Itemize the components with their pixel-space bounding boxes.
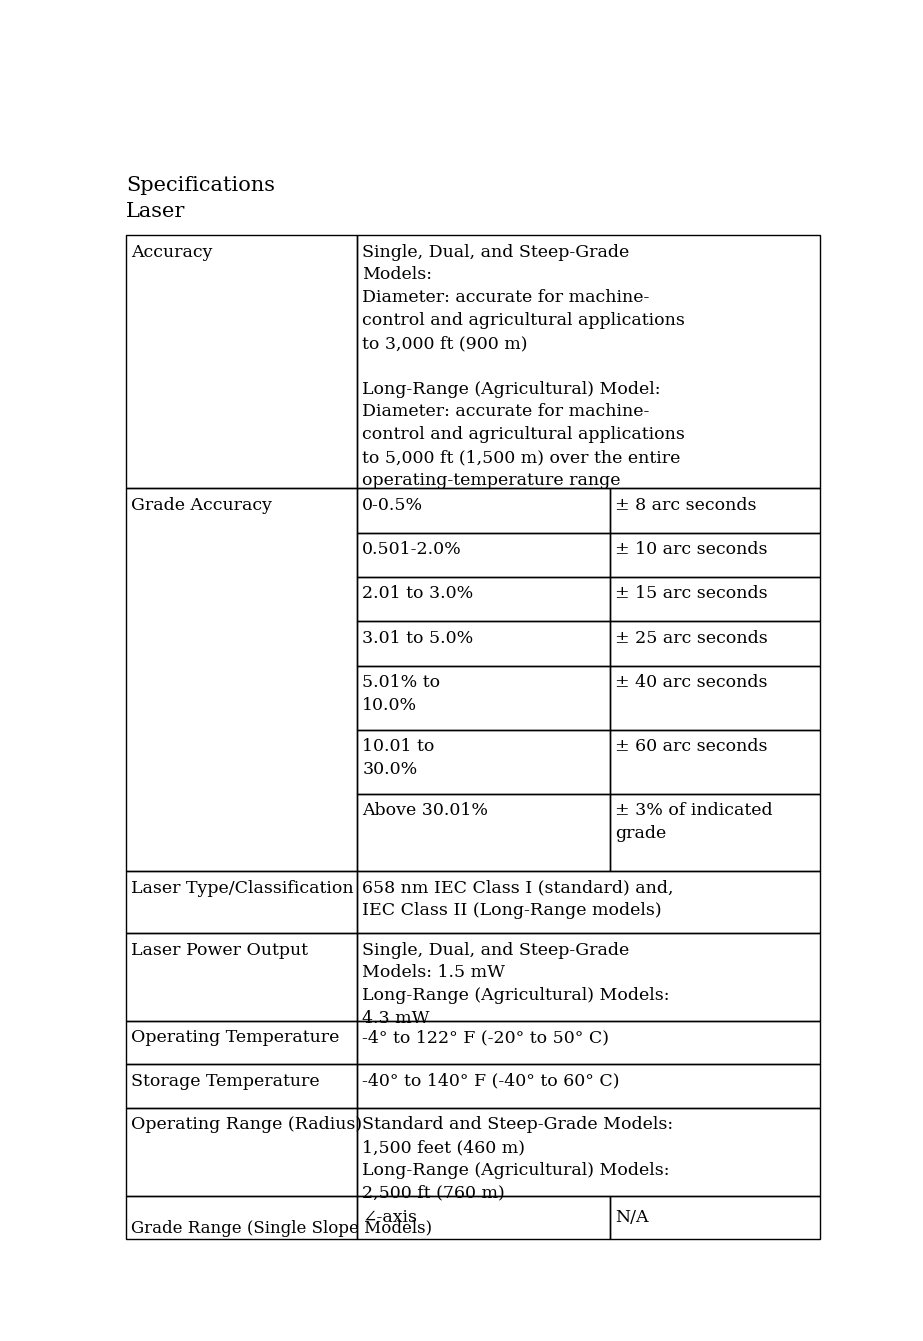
Bar	[126, 1021, 357, 1065]
Bar	[357, 1021, 820, 1065]
Bar	[357, 577, 610, 621]
Text: ± 10 arc seconds: ± 10 arc seconds	[616, 540, 768, 558]
Text: 0-0.5%: 0-0.5%	[362, 496, 424, 514]
Text: 3.01 to 5.0%: 3.01 to 5.0%	[362, 630, 473, 646]
Text: Standard and Steep-Grade Models:
1,500 feet (460 m)
Long-Range (Agricultural) Mo: Standard and Steep-Grade Models: 1,500 f…	[362, 1116, 673, 1202]
Text: Laser: Laser	[126, 202, 186, 221]
Bar	[357, 621, 610, 666]
Bar	[357, 666, 610, 730]
Bar	[357, 1108, 820, 1196]
Bar	[357, 1065, 820, 1108]
Bar	[357, 1196, 610, 1239]
Text: -40° to 140° F (-40° to 60° C): -40° to 140° F (-40° to 60° C)	[362, 1073, 619, 1090]
Bar	[357, 488, 610, 532]
Text: ± 15 arc seconds: ± 15 arc seconds	[616, 585, 768, 602]
Bar	[126, 1065, 357, 1108]
Bar	[126, 235, 357, 488]
Bar	[126, 1196, 357, 1239]
Bar	[610, 730, 820, 794]
Text: ± 8 arc seconds: ± 8 arc seconds	[616, 496, 757, 514]
Text: Operating Range (Radius): Operating Range (Radius)	[131, 1116, 362, 1133]
Bar	[357, 730, 610, 794]
Text: Single, Dual, and Steep-Grade
Models:
Diameter: accurate for machine-
control an: Single, Dual, and Steep-Grade Models: Di…	[362, 244, 685, 489]
Bar	[610, 794, 820, 872]
Text: Specifications: Specifications	[126, 177, 275, 196]
Bar	[357, 794, 610, 872]
Text: ± 25 arc seconds: ± 25 arc seconds	[616, 630, 768, 646]
Bar	[357, 532, 610, 577]
Bar	[126, 488, 357, 872]
Bar	[610, 577, 820, 621]
Text: ∠-axis: ∠-axis	[362, 1208, 417, 1226]
Text: 2.01 to 3.0%: 2.01 to 3.0%	[362, 585, 473, 602]
Bar	[126, 872, 357, 933]
Text: 5.01% to
10.0%: 5.01% to 10.0%	[362, 675, 440, 713]
Text: 0.501-2.0%: 0.501-2.0%	[362, 540, 462, 558]
Text: 10.01 to
30.0%: 10.01 to 30.0%	[362, 738, 435, 778]
Bar	[126, 933, 357, 1021]
Bar	[357, 235, 820, 488]
Text: 658 nm IEC Class I (standard) and,
IEC Class II (Long-Range models): 658 nm IEC Class I (standard) and, IEC C…	[362, 880, 674, 920]
Text: ± 60 arc seconds: ± 60 arc seconds	[616, 738, 768, 755]
Text: Storage Temperature: Storage Temperature	[131, 1073, 319, 1090]
Bar	[357, 933, 820, 1021]
Text: N/A: N/A	[616, 1208, 649, 1226]
Bar	[126, 1108, 357, 1196]
Text: Grade Accuracy: Grade Accuracy	[131, 496, 272, 514]
Text: -4° to 122° F (-20° to 50° C): -4° to 122° F (-20° to 50° C)	[362, 1030, 609, 1046]
Text: Operating Temperature: Operating Temperature	[131, 1030, 340, 1046]
Text: ± 3% of indicated
grade: ± 3% of indicated grade	[616, 802, 773, 842]
Bar	[610, 488, 820, 532]
Bar	[610, 666, 820, 730]
Text: ± 40 arc seconds: ± 40 arc seconds	[616, 675, 768, 691]
Text: Accuracy: Accuracy	[131, 244, 212, 260]
Text: Laser Power Output: Laser Power Output	[131, 941, 308, 959]
Text: Laser Type/Classification: Laser Type/Classification	[131, 880, 354, 897]
Text: Above 30.01%: Above 30.01%	[362, 802, 488, 819]
Bar	[610, 621, 820, 666]
Bar	[610, 1196, 820, 1239]
Text: Grade Range (Single Slope Models): Grade Range (Single Slope Models)	[131, 1220, 432, 1238]
Bar	[610, 532, 820, 577]
Bar	[357, 872, 820, 933]
Text: Single, Dual, and Steep-Grade
Models: 1.5 mW
Long-Range (Agricultural) Models:
4: Single, Dual, and Steep-Grade Models: 1.…	[362, 941, 670, 1027]
